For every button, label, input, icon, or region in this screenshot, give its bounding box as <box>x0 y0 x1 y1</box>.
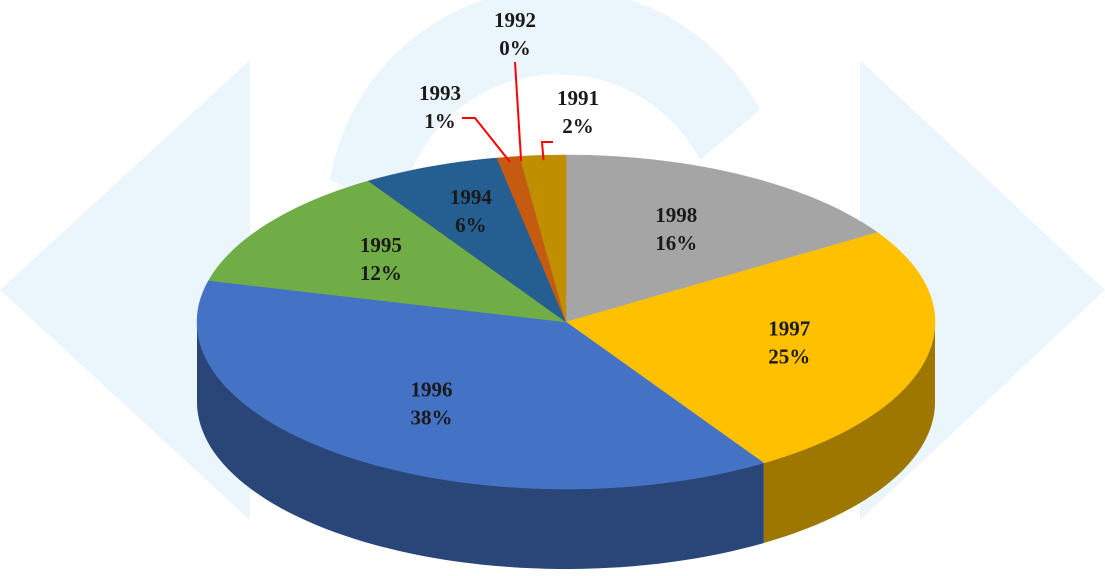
data-label-value: 25% <box>768 344 810 368</box>
pie-sides <box>197 322 935 569</box>
data-label-value: 12% <box>360 261 402 285</box>
leader-line <box>540 141 553 161</box>
data-label-category: 1995 <box>360 233 402 257</box>
pie-slice <box>565 232 936 464</box>
data-label-category: 1991 <box>557 86 599 110</box>
watermark-shape <box>330 0 760 210</box>
leader-line <box>462 117 511 163</box>
data-labels: 1998 16% 1997 25% 1996 38% 1995 12% 1994 6% 1993 1%… <box>360 8 810 430</box>
watermark-shape <box>0 60 250 520</box>
data-label-value: 38% <box>411 406 453 430</box>
pie-tops <box>196 154 936 490</box>
data-label-value: 6% <box>455 213 487 237</box>
side-shade <box>197 322 764 569</box>
pie-side <box>763 322 935 543</box>
data-label-value: 16% <box>655 231 697 255</box>
data-label-value: 1% <box>424 109 456 133</box>
data-label-value: 0% <box>499 36 531 60</box>
pie-side <box>197 322 764 569</box>
pie-slice <box>208 180 567 323</box>
data-label-category: 1997 <box>768 316 810 340</box>
pie-slice <box>196 280 765 490</box>
pie-slice <box>565 154 879 323</box>
data-label-category: 1994 <box>450 185 493 209</box>
data-label-category: 1992 <box>494 8 536 32</box>
data-label-value: 2% <box>562 114 594 138</box>
leader-line <box>514 61 523 162</box>
data-label-category: 1996 <box>411 378 453 402</box>
data-label-category: 1998 <box>655 203 697 227</box>
data-label-category: 1993 <box>419 81 461 105</box>
side-shade <box>763 322 935 543</box>
pie-slice <box>367 157 567 323</box>
